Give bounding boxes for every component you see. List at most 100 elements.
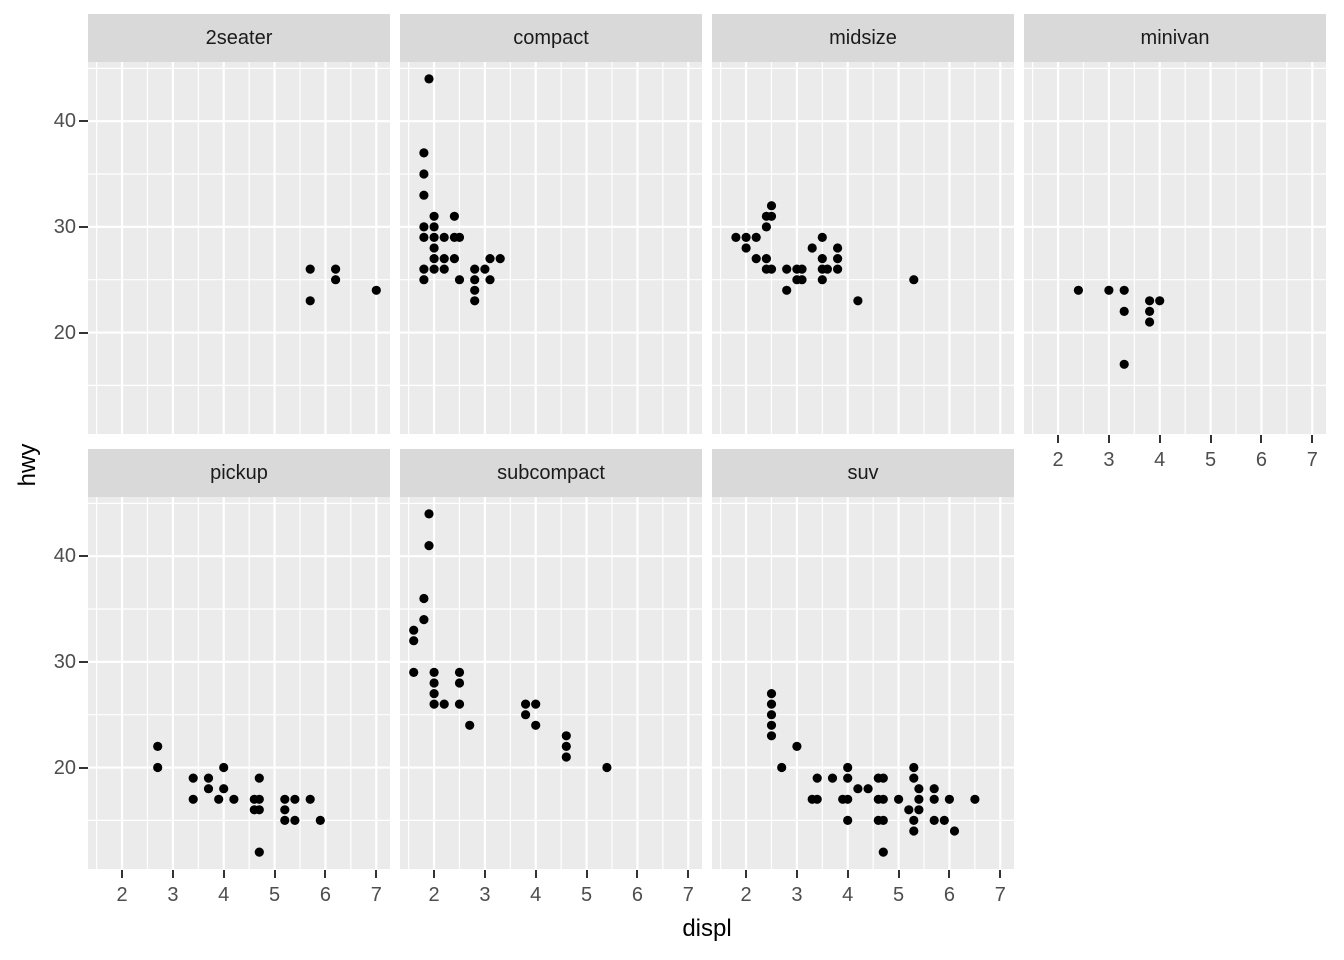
x-tick-label: 7 bbox=[370, 884, 382, 906]
data-point bbox=[531, 720, 541, 730]
data-point bbox=[470, 264, 480, 274]
data-point bbox=[561, 752, 571, 762]
data-point bbox=[1104, 285, 1114, 295]
x-tick-mark bbox=[636, 870, 639, 878]
x-tick-label: 7 bbox=[994, 884, 1006, 906]
data-point bbox=[429, 243, 439, 253]
data-point bbox=[949, 826, 960, 836]
x-axis-title: displ bbox=[682, 915, 732, 942]
data-point bbox=[792, 741, 802, 751]
data-point bbox=[219, 762, 229, 773]
x-tick-mark bbox=[1158, 435, 1161, 443]
x-tick-label: 4 bbox=[530, 884, 542, 906]
x-tick-mark bbox=[1260, 435, 1263, 443]
data-point bbox=[315, 815, 325, 825]
data-point bbox=[485, 275, 495, 285]
data-point bbox=[909, 826, 919, 836]
data-point bbox=[331, 275, 341, 285]
data-point bbox=[424, 541, 434, 551]
x-tick-label: 7 bbox=[1306, 449, 1318, 471]
data-point bbox=[429, 699, 439, 709]
data-point bbox=[424, 74, 434, 84]
data-point bbox=[827, 773, 838, 783]
x-tick-label: 3 bbox=[791, 884, 803, 906]
x-tick-label: 3 bbox=[167, 884, 179, 906]
data-point bbox=[419, 593, 429, 604]
x-tick-label: 5 bbox=[581, 884, 593, 906]
data-point bbox=[817, 275, 827, 285]
y-tick-mark bbox=[79, 766, 88, 769]
data-point bbox=[929, 794, 939, 804]
x-tick-mark bbox=[222, 870, 225, 878]
data-point bbox=[429, 222, 439, 232]
data-point bbox=[766, 264, 777, 274]
data-point bbox=[797, 275, 807, 285]
panel-canvas bbox=[712, 497, 1014, 869]
data-point bbox=[254, 773, 264, 783]
data-point bbox=[817, 254, 827, 264]
data-point bbox=[331, 264, 341, 274]
data-point bbox=[833, 243, 843, 253]
x-tick-label: 7 bbox=[682, 884, 694, 906]
x-tick-mark bbox=[687, 870, 690, 878]
data-point bbox=[1119, 306, 1129, 316]
data-point bbox=[1073, 285, 1083, 295]
data-point bbox=[761, 254, 771, 264]
data-point bbox=[419, 275, 429, 285]
x-tick-mark bbox=[433, 870, 436, 878]
facet-strip-label: 2seater bbox=[205, 27, 273, 49]
data-point bbox=[1145, 296, 1155, 306]
data-point bbox=[449, 254, 459, 264]
x-tick-label: 6 bbox=[319, 884, 331, 906]
data-point bbox=[470, 296, 480, 306]
data-point bbox=[454, 667, 465, 677]
y-tick-label: 30 bbox=[53, 215, 76, 238]
data-point bbox=[909, 275, 919, 285]
data-point bbox=[485, 254, 495, 264]
x-tick-label: 2 bbox=[116, 884, 128, 906]
data-point bbox=[449, 211, 459, 221]
data-point bbox=[409, 625, 419, 635]
panel-canvas bbox=[400, 497, 702, 869]
facet-strip-midsize: midsize bbox=[712, 14, 1014, 62]
data-point bbox=[914, 794, 924, 804]
x-tick-mark bbox=[745, 870, 748, 878]
data-point bbox=[419, 222, 429, 232]
data-point bbox=[929, 784, 939, 794]
data-point bbox=[424, 509, 434, 519]
data-point bbox=[970, 794, 980, 804]
data-point bbox=[751, 254, 761, 264]
y-tick-label: 20 bbox=[53, 756, 76, 779]
data-point bbox=[454, 275, 465, 285]
data-point bbox=[782, 285, 792, 295]
data-point bbox=[944, 794, 954, 804]
panel-canvas bbox=[88, 62, 390, 434]
data-point bbox=[188, 794, 198, 804]
x-tick-mark bbox=[483, 870, 486, 878]
data-point bbox=[219, 784, 229, 794]
facet-strip-label: pickup bbox=[210, 462, 268, 484]
data-point bbox=[853, 296, 863, 306]
panel-canvas bbox=[88, 497, 390, 869]
data-point bbox=[203, 784, 214, 794]
data-point bbox=[419, 264, 429, 274]
data-point bbox=[797, 264, 807, 274]
data-point bbox=[843, 773, 853, 783]
facet-panel-midsize bbox=[712, 62, 1014, 434]
x-tick-mark bbox=[1209, 435, 1212, 443]
y-tick-mark bbox=[79, 120, 88, 123]
y-tick-label: 30 bbox=[53, 650, 76, 673]
data-point bbox=[914, 784, 924, 794]
data-point bbox=[766, 201, 777, 211]
data-point bbox=[878, 847, 888, 857]
data-point bbox=[521, 699, 531, 709]
data-point bbox=[254, 847, 264, 857]
data-point bbox=[843, 815, 853, 825]
facet-strip-subcompact: subcompact bbox=[400, 449, 702, 497]
data-point bbox=[521, 710, 531, 720]
facet-strip-minivan: minivan bbox=[1024, 14, 1326, 62]
facet-strip-suv: suv bbox=[712, 449, 1014, 497]
facet-panel-2seater bbox=[88, 62, 390, 434]
y-axis-title: hwy bbox=[14, 443, 41, 487]
facet-panel-subcompact bbox=[400, 497, 702, 869]
